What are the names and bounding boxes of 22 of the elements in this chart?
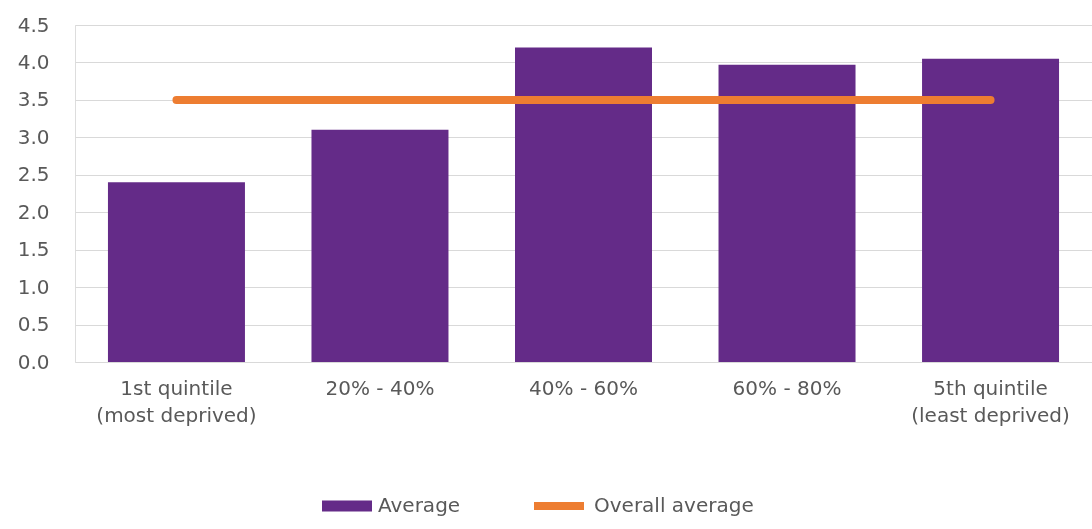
legend-label: Overall average [594,493,754,517]
legend-label: Average [378,493,461,517]
x-tick-label: 60% - 80% [732,375,842,400]
y-tick-label: 1.5 [17,237,50,262]
y-tick-label: 4.0 [17,49,50,74]
bar [922,58,1060,362]
x-tick-label: 5th quintile (least deprived) [911,375,1070,427]
y-tick-label: 0.5 [17,312,50,337]
y-tick-label: 2.5 [17,162,50,187]
y-tick-label: 1.0 [17,274,50,299]
y-tick-label: 4.5 [17,12,50,37]
y-tick-label: 3.5 [17,87,50,112]
bar [718,64,856,362]
y-tick-label: 3.0 [17,124,50,149]
bar [515,47,652,362]
y-tick-label: 2.0 [17,199,50,224]
bar [107,182,245,362]
x-tick-label: 1st quintile (most deprived) [96,375,257,427]
y-tick-label: 0.0 [17,349,50,374]
bar [311,129,449,362]
x-tick-label: 20% - 40% [325,375,435,400]
x-tick-label: 40% - 60% [529,375,638,400]
